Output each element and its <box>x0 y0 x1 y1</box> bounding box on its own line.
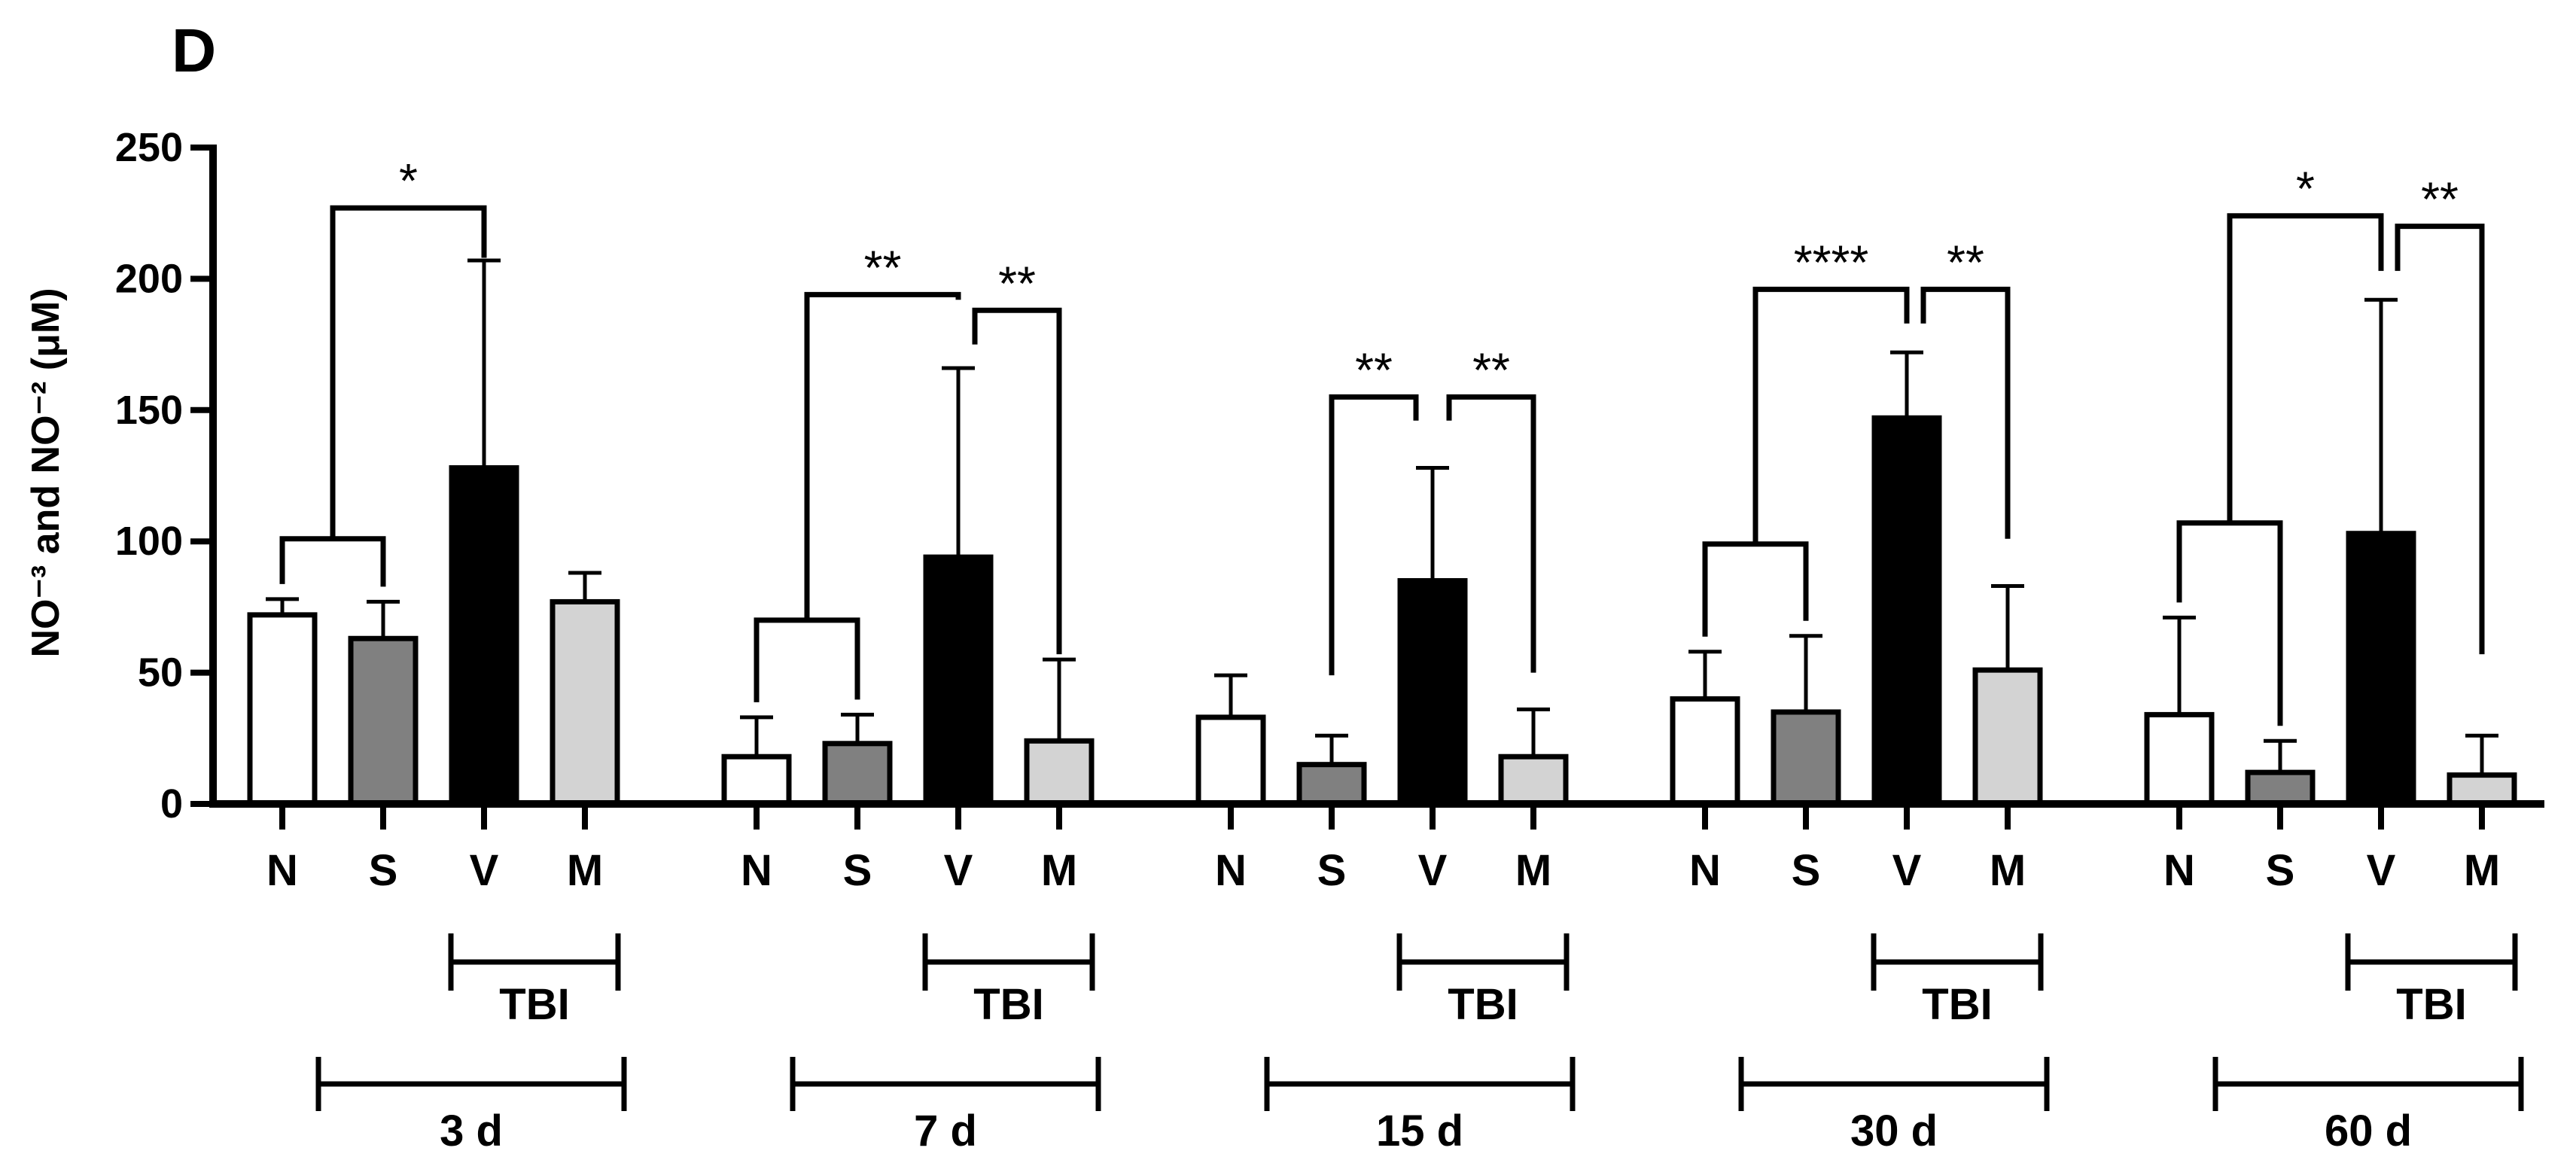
bar <box>1771 709 1841 807</box>
y-axis-label: NO⁻³ and NO⁻² (μM) <box>24 288 68 657</box>
comparison-subbracket <box>754 617 860 702</box>
significance-label: * <box>2296 162 2315 216</box>
x-tick-label: S <box>1792 846 1821 895</box>
y-tick-label: 50 <box>138 650 183 696</box>
bar <box>449 465 519 807</box>
significance-bracket <box>2395 224 2485 655</box>
x-tick-label: V <box>470 846 499 895</box>
x-tick-label: S <box>369 846 398 895</box>
significance-bracket <box>1920 286 2011 539</box>
x-tick-label: N <box>266 846 298 895</box>
bar <box>2144 711 2215 807</box>
bar <box>550 598 620 807</box>
tbi-label: TBI <box>499 980 569 1029</box>
significance-bracket <box>1752 286 1910 544</box>
y-tick-label: 200 <box>115 256 183 301</box>
x-tick-label: M <box>2464 846 2500 895</box>
comparison-subbracket <box>1702 541 1809 637</box>
x-tick-label: N <box>1215 846 1247 895</box>
y-tick-label: 150 <box>115 388 183 433</box>
x-tick-label: S <box>843 846 872 895</box>
x-tick-label: S <box>1317 846 1347 895</box>
significance-bracket <box>972 307 1062 655</box>
bar <box>1397 578 1468 807</box>
bar <box>2346 531 2416 807</box>
tbi-label: TBI <box>973 980 1043 1029</box>
x-tick-label: V <box>1418 846 1448 895</box>
timepoint-label: 60 d <box>2325 1107 2412 1155</box>
significance-bracket <box>330 205 487 539</box>
significance-bracket <box>1446 394 1536 673</box>
significance-layer <box>279 205 2485 726</box>
panel-label: D <box>172 17 216 85</box>
x-tick-label: N <box>1689 846 1721 895</box>
significance-bracket <box>1329 394 1419 676</box>
comparison-subbracket <box>2176 520 2283 726</box>
x-tick-label: V <box>1892 846 1922 895</box>
bar <box>1871 415 1942 807</box>
significance-label: ** <box>2421 172 2459 227</box>
comparison-subbracket <box>279 536 386 587</box>
y-tick-label: 100 <box>115 519 183 564</box>
significance-bracket <box>804 291 961 620</box>
timepoint-label: 7 d <box>914 1107 977 1155</box>
bar <box>1972 667 2043 807</box>
tbi-label: TBI <box>2396 980 2466 1029</box>
bar <box>247 612 318 807</box>
bar <box>721 754 792 807</box>
significance-label: ** <box>1947 235 1984 289</box>
bar <box>923 554 994 807</box>
significance-bracket <box>2227 213 2384 523</box>
x-tick-label: M <box>567 846 603 895</box>
x-tick-label: M <box>1041 846 1077 895</box>
significance-label: ** <box>1355 343 1393 397</box>
significance-label: **** <box>1794 235 1869 289</box>
bar <box>1296 762 1367 807</box>
x-tick-label: M <box>1515 846 1551 895</box>
x-tick-label: V <box>2367 846 2396 895</box>
tbi-label: TBI <box>1922 980 1992 1029</box>
bar <box>1670 696 1740 807</box>
axes-layer <box>190 145 2544 1111</box>
significance-label: ** <box>998 256 1036 310</box>
bar <box>348 635 419 807</box>
x-tick-label: S <box>2266 846 2295 895</box>
x-tick-label: N <box>741 846 772 895</box>
timepoint-label: 30 d <box>1850 1107 1938 1155</box>
significance-label: ** <box>864 240 902 294</box>
x-tick-label: N <box>2163 846 2195 895</box>
tbi-label: TBI <box>1448 980 1518 1029</box>
bar <box>1195 714 1266 807</box>
bar <box>2447 772 2517 807</box>
timepoint-label: 3 d <box>440 1107 503 1155</box>
significance-label: * <box>399 154 418 208</box>
significance-label: ** <box>1472 343 1510 397</box>
x-tick-label: V <box>944 846 973 895</box>
y-tick-label: 0 <box>160 781 183 827</box>
x-tick-label: M <box>1990 846 2026 895</box>
bar <box>1498 754 1569 807</box>
bar <box>822 741 893 807</box>
bar <box>1024 738 1095 807</box>
bar <box>2245 769 2316 807</box>
timepoint-label: 15 d <box>1376 1107 1463 1155</box>
bars-layer <box>247 258 2517 807</box>
y-tick-label: 250 <box>115 125 183 170</box>
